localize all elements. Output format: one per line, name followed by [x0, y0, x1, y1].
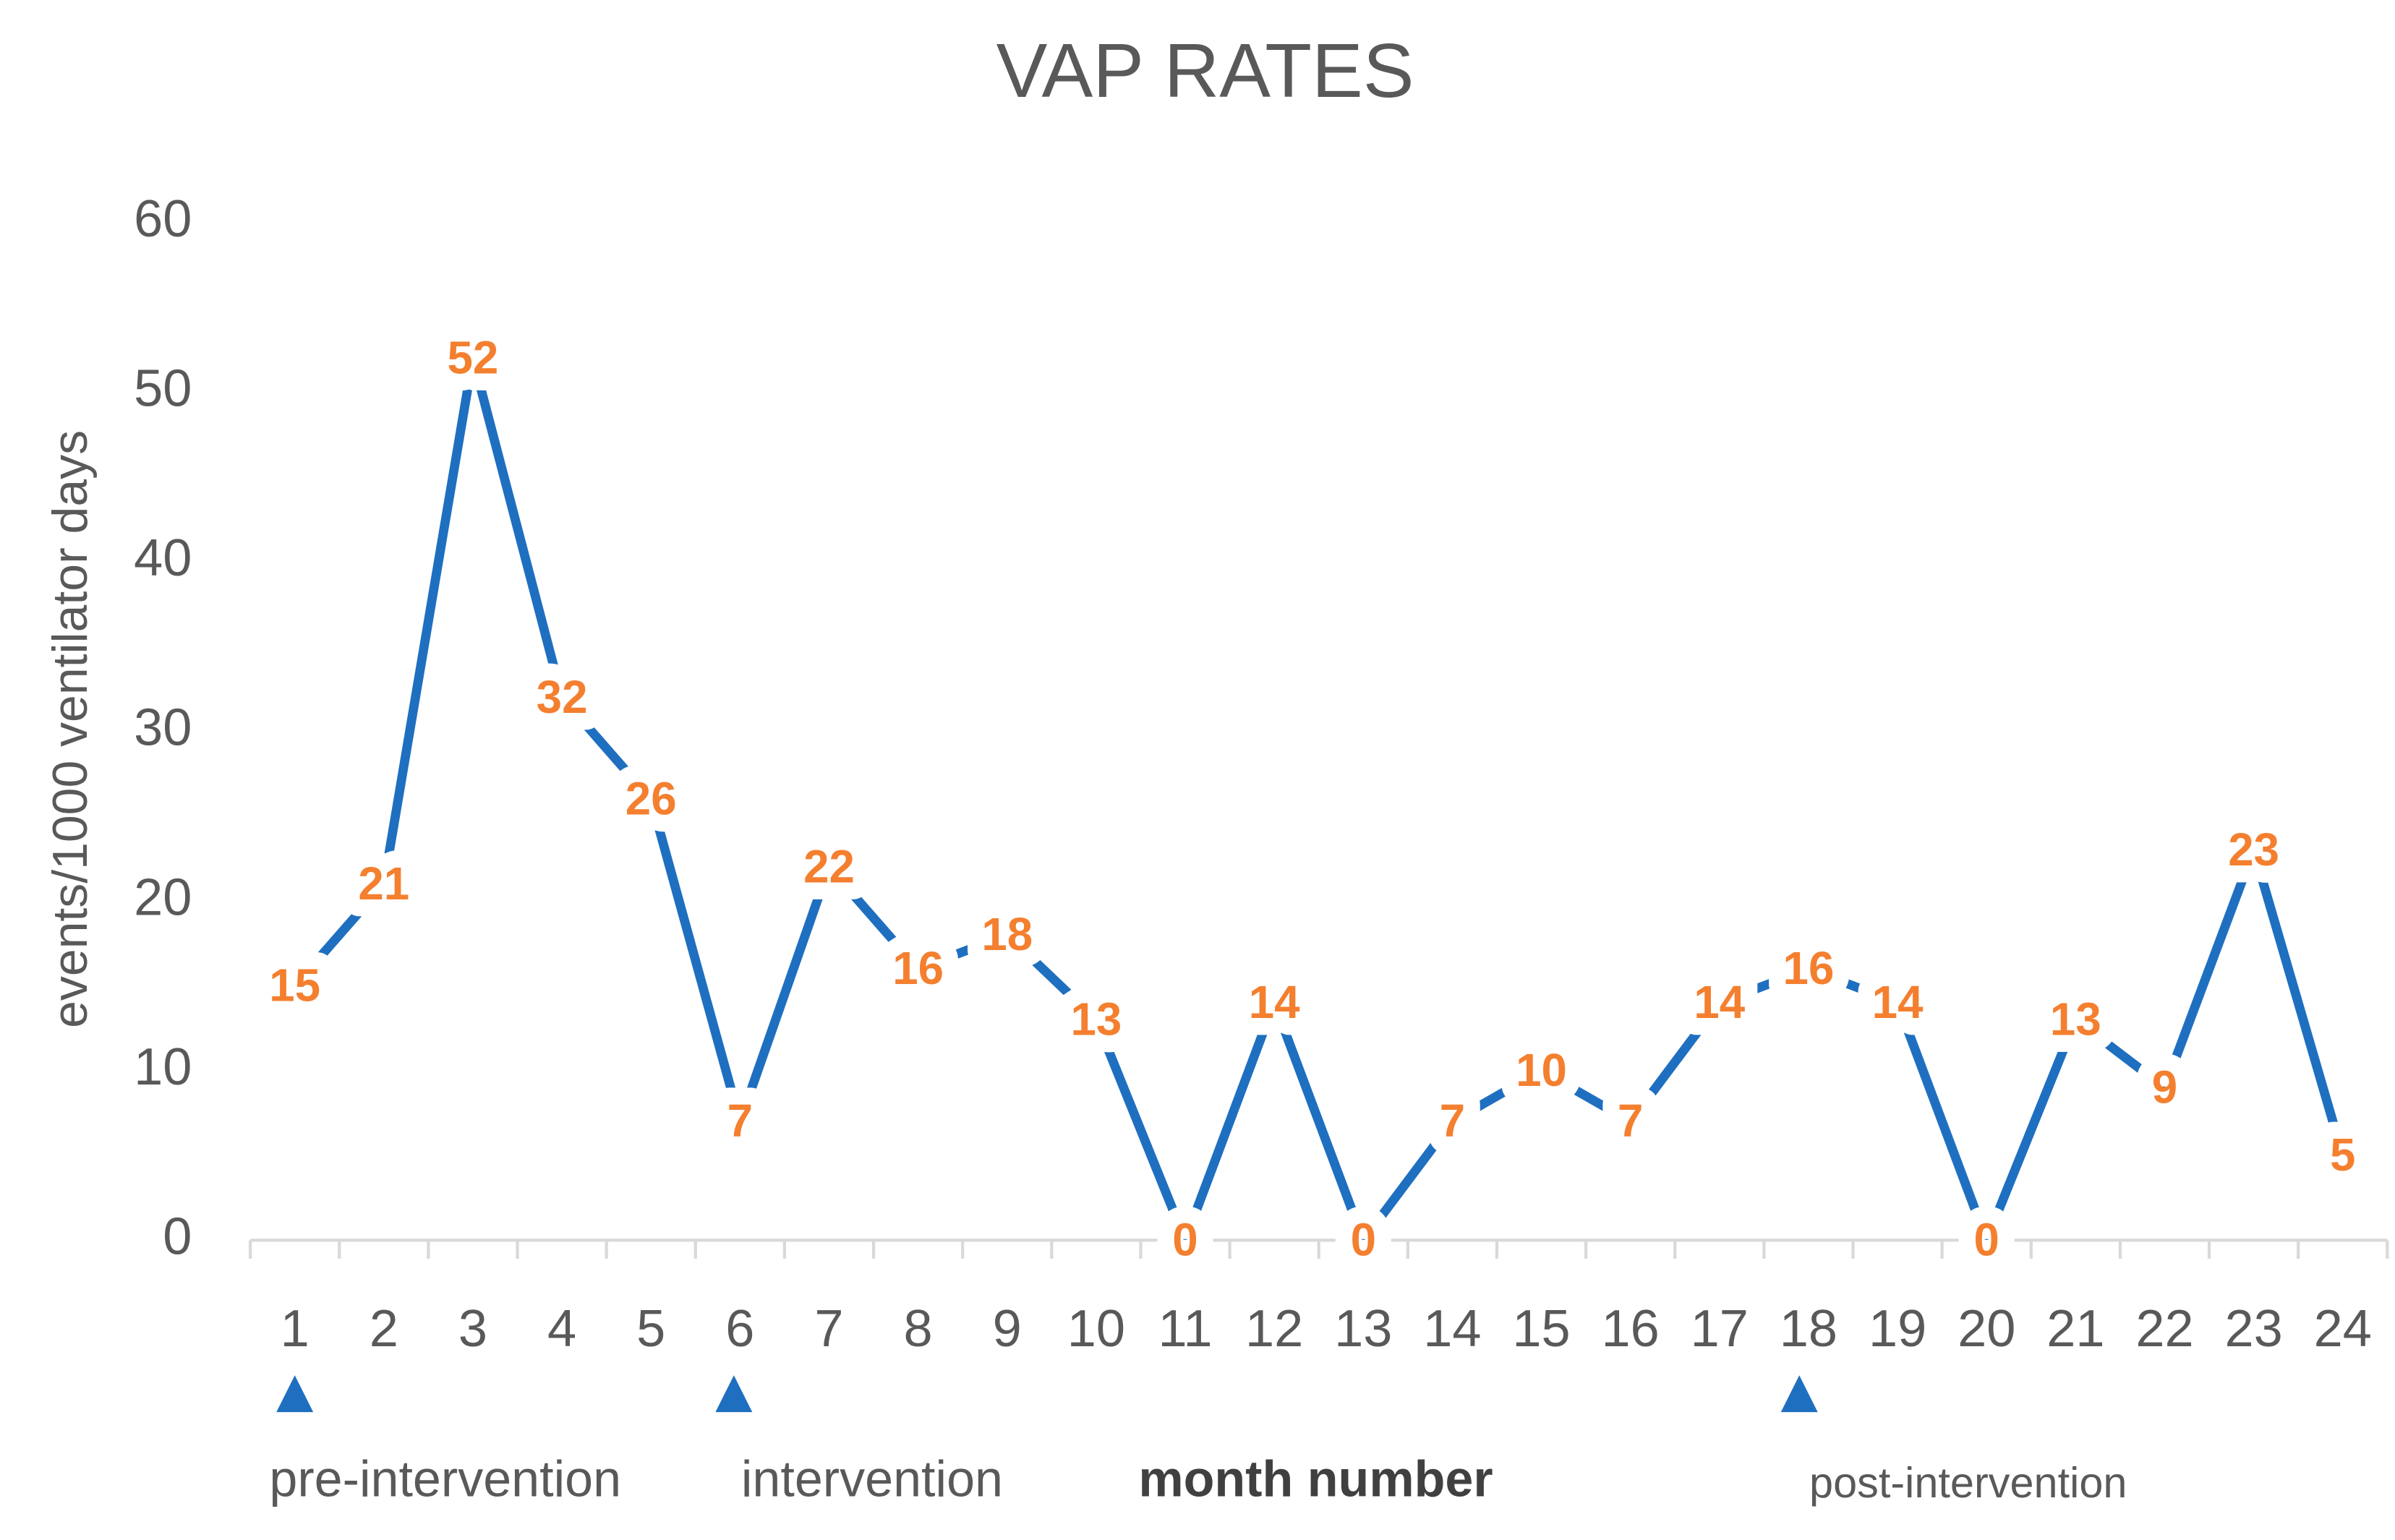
y-tick-label: 20 — [134, 868, 192, 926]
x-tick-label: 10 — [1067, 1300, 1125, 1358]
data-label: 0 — [1351, 1214, 1376, 1265]
data-label: 26 — [626, 774, 677, 825]
data-label: 0 — [1974, 1214, 1999, 1265]
data-label: 9 — [2152, 1061, 2177, 1113]
line — [291, 354, 2347, 1245]
y-tick-label: 60 — [134, 190, 192, 248]
data-label: 10 — [1516, 1045, 1567, 1096]
x-axis-title: month number — [1138, 1450, 1493, 1507]
x-tick-label: 13 — [1334, 1300, 1392, 1358]
x-tick-label: 11 — [1158, 1300, 1213, 1358]
y-tick-label: 0 — [163, 1207, 192, 1265]
x-tick-label: 23 — [2224, 1300, 2282, 1358]
chart-title: VAP RATES — [996, 28, 1414, 114]
x-tick-label: 6 — [725, 1300, 754, 1358]
data-label: 0 — [1172, 1214, 1198, 1265]
phase-marker — [1780, 1375, 1818, 1413]
y-tick-label: 40 — [134, 529, 192, 587]
data-label: 21 — [358, 858, 409, 910]
data-label: 14 — [1249, 977, 1300, 1028]
x-tick-label: 8 — [904, 1300, 933, 1358]
x-tick-label: 16 — [1602, 1300, 1660, 1358]
data-label: 18 — [981, 909, 1033, 960]
data-label: 32 — [537, 672, 588, 723]
data-label: 7 — [1440, 1095, 1465, 1147]
data-label: 7 — [727, 1095, 753, 1147]
phase-marker — [715, 1375, 753, 1413]
annotation: post-intervention — [1809, 1458, 2127, 1507]
x-tick-label: 17 — [1691, 1300, 1749, 1358]
data-label: 13 — [1070, 993, 1122, 1045]
annotation: pre-intervention — [269, 1450, 621, 1507]
x-tick-label: 1 — [281, 1300, 309, 1358]
x-tick-label: 19 — [1869, 1300, 1926, 1358]
data-label: 13 — [2050, 993, 2101, 1045]
x-tick-label: 7 — [814, 1300, 843, 1358]
y-tick-label: 50 — [134, 359, 192, 417]
x-tick-label: 12 — [1245, 1300, 1303, 1358]
data-label: 23 — [2228, 824, 2279, 876]
x-tick-label: 18 — [1780, 1300, 1837, 1358]
x-tick-label: 21 — [2046, 1300, 2104, 1358]
data-label: 14 — [1694, 977, 1745, 1028]
x-tick-label: 14 — [1423, 1300, 1481, 1358]
x-tick-label: 4 — [547, 1300, 576, 1358]
y-tick-label: 10 — [134, 1038, 192, 1096]
x-tick-label: 22 — [2135, 1300, 2193, 1358]
x-tick-label: 5 — [636, 1300, 665, 1358]
data-label: 22 — [803, 841, 855, 892]
data-label: 7 — [1618, 1095, 1643, 1147]
x-tick-label: 24 — [2314, 1300, 2372, 1358]
y-tick-label: 30 — [134, 699, 192, 757]
x-tick-label: 20 — [1958, 1300, 2015, 1358]
phase-marker — [276, 1375, 314, 1413]
x-tick-label: 3 — [458, 1300, 487, 1358]
annotation: intervention — [741, 1450, 1003, 1507]
data-label: 14 — [1872, 977, 1924, 1028]
x-tick-label: 2 — [370, 1300, 398, 1358]
x-tick-label: 9 — [993, 1300, 1022, 1358]
data-label: 15 — [269, 960, 320, 1011]
data-label: 52 — [448, 333, 499, 384]
data-label: 5 — [2330, 1129, 2355, 1181]
data-label: 16 — [892, 943, 944, 994]
data-label: 16 — [1783, 943, 1835, 994]
y-axis-title: events/1000 ventilator days — [43, 430, 98, 1028]
x-tick-label: 15 — [1512, 1300, 1570, 1358]
